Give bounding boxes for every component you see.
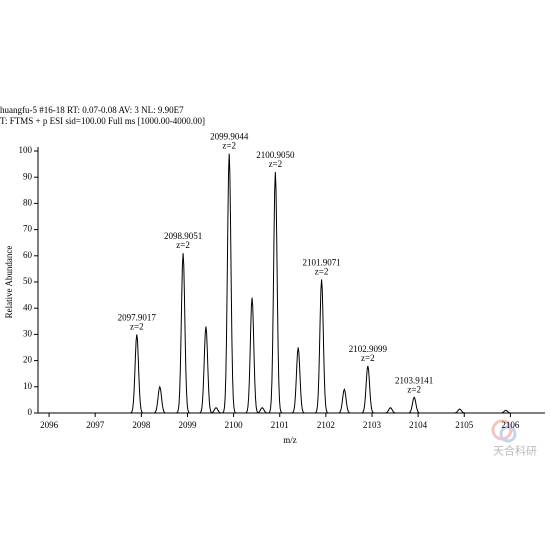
x-tick-label: 2099 xyxy=(178,420,197,430)
peak xyxy=(290,347,307,414)
y-tick-label: 0 xyxy=(28,407,33,417)
peak-mz-label: 2099.9044 xyxy=(210,132,249,142)
peak-charge-label: z=2 xyxy=(130,321,144,331)
header-line: huangfu-5 #16-18 RT: 0.07-0.08 AV: 3 NL:… xyxy=(0,105,184,115)
x-tick-label: 2105 xyxy=(455,420,474,430)
x-tick-label: 2104 xyxy=(409,420,428,430)
peak xyxy=(497,409,514,414)
peak-mz-label: 2097.9017 xyxy=(118,312,157,322)
x-tick-label: 2096 xyxy=(40,420,59,430)
peak xyxy=(336,387,353,414)
peak-charge-label: z=2 xyxy=(407,384,421,394)
peak xyxy=(220,153,238,414)
peak xyxy=(128,334,145,414)
peak xyxy=(313,279,330,414)
peak xyxy=(382,407,399,414)
watermark: 天合科研 xyxy=(493,444,537,458)
y-tick-label: 100 xyxy=(19,145,33,155)
peak-charge-label: z=2 xyxy=(222,141,236,151)
x-tick-label: 2102 xyxy=(317,420,335,430)
peak-mz-label: 2101.9071 xyxy=(302,257,340,267)
y-tick-label: 80 xyxy=(23,197,33,207)
peak-mz-label: 2098.9051 xyxy=(164,231,202,241)
peak-mz-label: 2100.9050 xyxy=(256,150,295,160)
peak xyxy=(151,385,168,414)
peak-charge-label: z=2 xyxy=(361,353,375,363)
peak xyxy=(174,253,192,414)
peak xyxy=(359,365,377,414)
x-axis-label: m/z xyxy=(283,435,297,445)
y-axis-label: Relative Abundance xyxy=(4,246,14,319)
x-tick-label: 2098 xyxy=(132,420,151,430)
y-tick-label: 70 xyxy=(23,224,33,234)
peak-charge-label: z=2 xyxy=(315,266,329,276)
peak-charge-label: z=2 xyxy=(269,159,283,169)
x-tick-label: 2097 xyxy=(86,420,105,430)
peak xyxy=(267,171,284,414)
y-tick-label: 40 xyxy=(23,302,33,312)
peak-mz-label: 2103.9141 xyxy=(395,375,433,385)
watermark-logo xyxy=(491,419,517,443)
x-tick-label: 2106 xyxy=(501,420,520,430)
y-tick-label: 10 xyxy=(23,381,33,391)
y-tick-label: 60 xyxy=(23,250,33,260)
y-tick-label: 90 xyxy=(23,171,33,181)
y-tick-label: 50 xyxy=(23,276,33,286)
y-tick-label: 30 xyxy=(23,328,33,338)
header-line: T: FTMS + p ESI sid=100.00 Full ms [1000… xyxy=(0,116,205,126)
x-tick-label: 2100 xyxy=(225,420,244,430)
y-tick-label: 20 xyxy=(23,355,33,365)
peak-mz-label: 2102.9099 xyxy=(349,344,388,354)
peak xyxy=(405,396,423,414)
x-tick-label: 2101 xyxy=(271,420,289,430)
peak xyxy=(451,408,468,414)
peak-charge-label: z=2 xyxy=(176,240,190,250)
peak xyxy=(243,297,261,414)
x-tick-label: 2103 xyxy=(363,420,382,430)
peak xyxy=(197,326,215,414)
